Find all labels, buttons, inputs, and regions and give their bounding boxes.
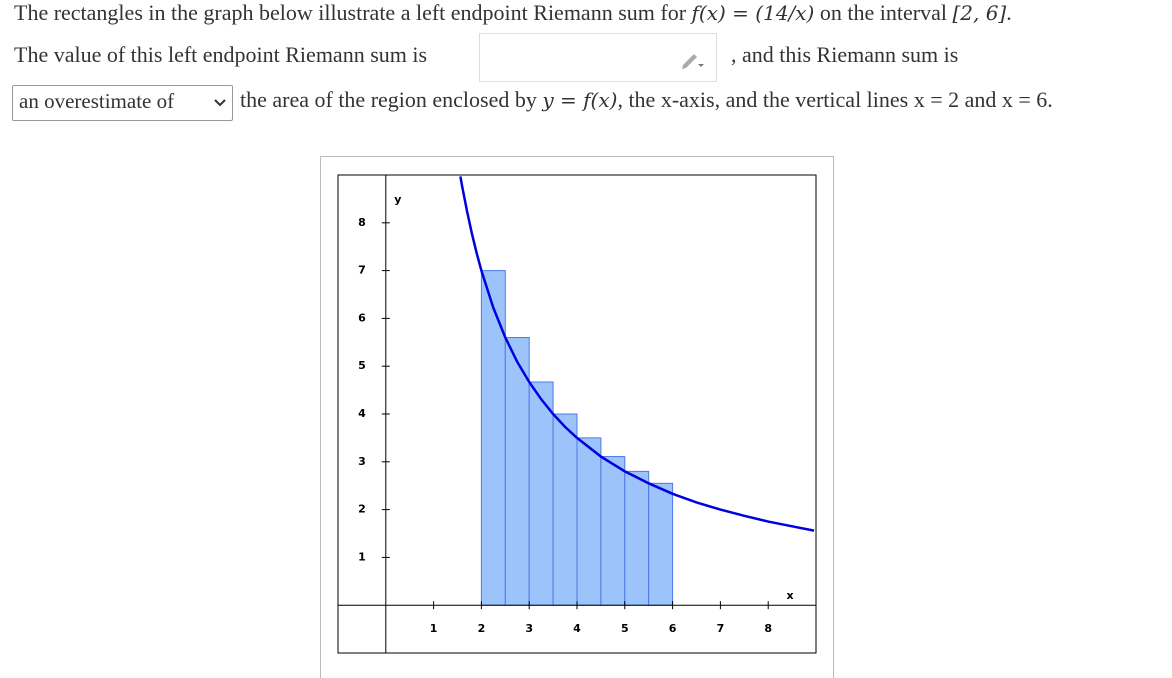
question-line-1: The rectangles in the graph below illust…	[14, 0, 1012, 26]
function-curve	[459, 176, 815, 532]
text: The value of this left endpoint Riemann …	[14, 42, 428, 67]
riemann-rect	[480, 270, 506, 606]
riemann-rect	[600, 456, 626, 606]
x-tick-label: 5	[621, 622, 629, 635]
x-tick-label: 2	[478, 622, 486, 635]
select-value: an overestimate of	[19, 89, 175, 113]
select-dropdown[interactable]: an overestimate of	[12, 85, 233, 121]
plot-area	[459, 176, 815, 606]
math: [2, 6]	[952, 1, 1007, 25]
riemann-rect	[576, 437, 602, 606]
chevron	[214, 99, 226, 107]
math: y = f(x)	[542, 88, 618, 112]
x-tick-label: 7	[717, 622, 725, 635]
text: .	[1006, 0, 1012, 25]
x-tick-label: 1	[430, 622, 438, 635]
y-tick-label: 6	[358, 311, 366, 324]
riemann-rect	[648, 482, 674, 606]
question-line-2b: , and this Riemann sum is	[731, 42, 958, 68]
riemann-rect	[624, 470, 650, 606]
x-axis-label: x	[786, 589, 793, 602]
y-tick-label: 3	[358, 455, 366, 468]
question-line-2: The value of this left endpoint Riemann …	[14, 42, 427, 68]
riemann-rect	[528, 381, 554, 606]
y-tick-label: 1	[358, 550, 366, 563]
text: The rectangles in the graph below illust…	[14, 0, 692, 25]
x-tick-label: 3	[525, 622, 533, 635]
plot-border	[337, 174, 817, 654]
answer-input[interactable]	[479, 33, 717, 82]
y-tick-label: 2	[358, 503, 366, 516]
frame	[320, 156, 834, 678]
math: f(x) = (14/x)	[691, 1, 815, 25]
x-tick-label: 6	[669, 622, 677, 635]
y-tick-label: 4	[358, 407, 366, 420]
y-tick-label: 7	[358, 264, 366, 277]
y-axis-label: y	[394, 193, 401, 206]
x-tick-label: 8	[764, 622, 772, 635]
y-tick-label: 8	[358, 216, 366, 229]
riemann-rect	[552, 413, 578, 606]
chart: 1 2 3 4 5 6 7 8 1 2 3 4 5 6 7 8 x y	[320, 156, 834, 678]
text: , the x-axis, and the vertical lines x =…	[617, 87, 1053, 112]
text: , and this Riemann sum is	[731, 42, 959, 67]
pencil-icon	[682, 54, 704, 69]
text: the area of the region enclosed by	[240, 87, 543, 112]
question-line-3: the area of the region enclosed by y = f…	[240, 87, 1053, 113]
text: on the interval	[814, 0, 953, 25]
y-tick-label: 5	[358, 359, 366, 372]
x-tick-label: 4	[573, 622, 581, 635]
